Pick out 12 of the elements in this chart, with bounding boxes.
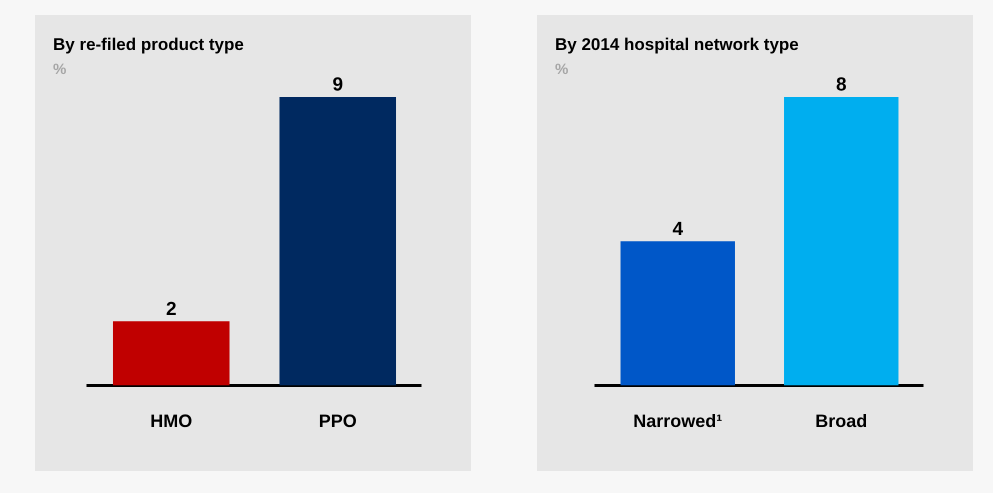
data-label: 2 [166,299,177,320]
x-tick-label: Narrowed¹ [633,411,722,432]
x-tick-label: PPO [318,411,357,432]
chart-subtitle: % [555,61,568,78]
data-label: 8 [836,74,847,96]
data-label: 4 [672,218,684,240]
chart-subtitle: % [53,61,66,78]
x-tick-label: HMO [150,411,192,432]
chart-title: By re-filed product type [53,35,244,55]
x-tick-label: Broad [815,411,868,432]
data-label: 9 [332,74,344,96]
chart-title: By 2014 hospital network type [555,35,799,55]
